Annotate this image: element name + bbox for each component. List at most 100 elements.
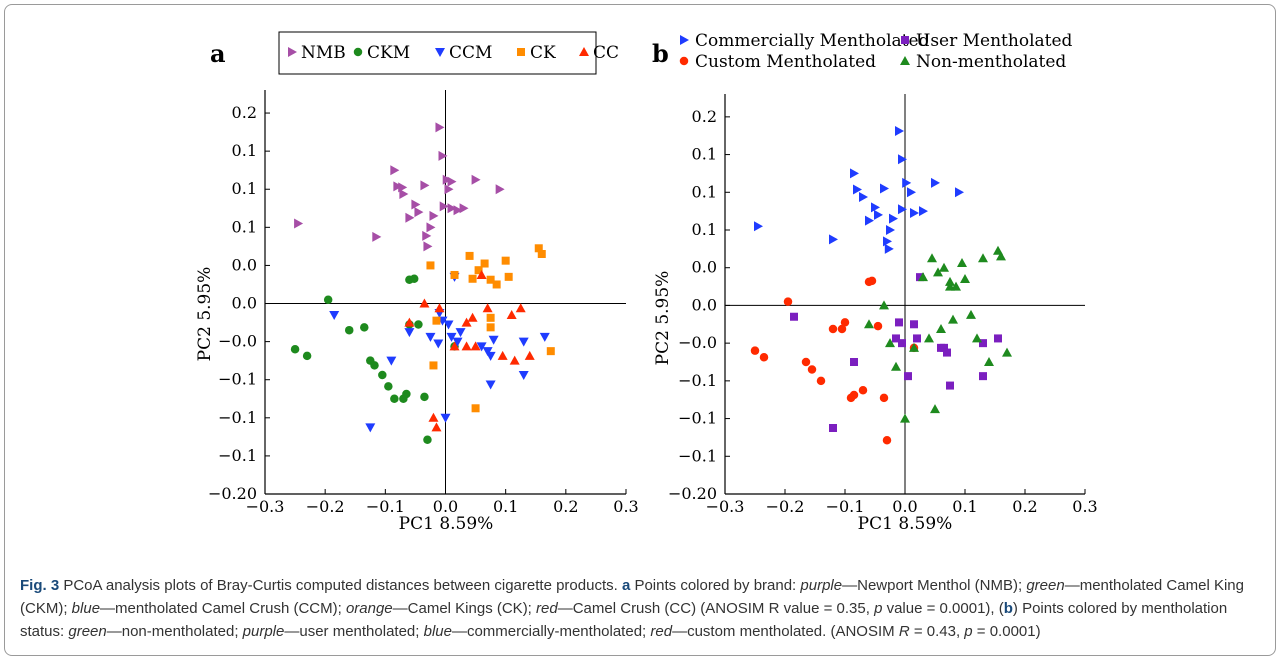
data-point xyxy=(435,122,445,133)
data-point xyxy=(495,184,505,195)
data-point xyxy=(886,225,895,235)
y-tick-label: 0.2 xyxy=(232,103,257,122)
data-point xyxy=(423,435,432,444)
data-point xyxy=(420,392,429,402)
data-point xyxy=(497,350,508,360)
data-point xyxy=(428,412,439,422)
legend-item: Non-mentholated xyxy=(900,52,1066,72)
data-point xyxy=(467,312,478,322)
legend-marker xyxy=(900,56,910,65)
data-point xyxy=(816,376,826,386)
legend-item: User Mentholated xyxy=(901,31,1073,51)
y-tick-label: 0.1 xyxy=(232,179,257,198)
data-point xyxy=(482,303,493,313)
data-point xyxy=(459,203,469,214)
data-point xyxy=(370,361,379,370)
data-point xyxy=(453,205,463,216)
caption-color-word: purple xyxy=(242,623,285,640)
y-tick-label: 0.1 xyxy=(692,182,717,201)
data-point xyxy=(506,309,517,319)
data-point xyxy=(984,357,994,366)
data-point xyxy=(404,328,415,338)
caption-text: = 0.43, xyxy=(909,623,965,640)
data-point xyxy=(933,267,943,277)
data-point xyxy=(918,272,928,282)
data-point xyxy=(365,423,376,433)
x-tick-label: −0.1 xyxy=(826,497,865,516)
data-point xyxy=(378,370,387,380)
y-tick-label: −0.1 xyxy=(218,370,257,389)
legend-marker xyxy=(435,48,445,57)
data-point xyxy=(488,335,499,345)
data-point xyxy=(422,230,432,241)
data-point xyxy=(754,221,763,232)
data-point xyxy=(518,337,529,347)
y-tick-label: 0.1 xyxy=(692,145,717,164)
x-tick-label: 0.3 xyxy=(613,497,638,516)
y-axis-label: PC2 5.95% xyxy=(195,267,215,362)
data-point xyxy=(485,380,496,390)
data-point xyxy=(904,372,912,381)
x-tick-label: −0.2 xyxy=(306,497,345,516)
data-point xyxy=(476,269,487,279)
data-point xyxy=(442,174,452,185)
series-ccm xyxy=(329,272,550,433)
panel-label: b xyxy=(652,39,669,68)
x-tick-label: 0.2 xyxy=(553,497,578,516)
data-point xyxy=(889,213,898,224)
data-point xyxy=(1002,347,1012,357)
series-ck xyxy=(426,244,555,413)
y-axis-label: PC2 5.95% xyxy=(653,271,673,366)
y-tick-label: −0.1 xyxy=(218,408,257,427)
y-tick-label: 0.2 xyxy=(692,107,717,126)
caption-panel-b-ref: b xyxy=(1003,600,1013,617)
data-point xyxy=(828,324,838,334)
y-tick-label: 0.1 xyxy=(232,217,257,236)
y-tick-label: 0.1 xyxy=(232,141,257,160)
legend-marker xyxy=(680,35,689,45)
data-point xyxy=(515,303,526,313)
legend-label: User Mentholated xyxy=(916,31,1073,51)
data-point xyxy=(858,386,868,395)
data-point xyxy=(898,154,907,165)
data-point xyxy=(432,316,441,325)
data-point xyxy=(874,209,883,220)
data-point xyxy=(840,318,850,327)
data-point xyxy=(972,333,982,343)
data-point xyxy=(384,382,393,391)
data-point xyxy=(414,207,424,218)
data-point xyxy=(518,370,529,380)
data-point xyxy=(537,250,546,258)
y-tick-label: −0.20 xyxy=(668,484,717,503)
data-point xyxy=(979,339,987,348)
data-point xyxy=(447,203,457,214)
data-point xyxy=(393,181,403,192)
data-point xyxy=(302,351,312,361)
data-point xyxy=(946,381,954,390)
data-point xyxy=(837,324,847,334)
data-point xyxy=(759,353,769,362)
caption-text: —Camel Kings (CK); xyxy=(392,600,537,617)
data-point xyxy=(323,295,333,304)
caption-color-word: blue xyxy=(71,600,101,617)
data-point xyxy=(504,272,513,281)
data-point xyxy=(930,404,940,414)
caption-text: Points colored by brand: xyxy=(630,577,801,594)
caption-text: PCoA analysis plots of Bray-Curtis compu… xyxy=(59,577,622,594)
chart-panel-a: −0.3 −0.2 −0.1 0.0 0.1 0.2 0.3 −0.20 −0.1 −0.1 −0.… xyxy=(195,31,639,534)
data-point xyxy=(372,231,382,242)
data-point xyxy=(892,334,900,343)
caption-color-word: red xyxy=(650,623,673,640)
data-point xyxy=(801,357,811,367)
series-user-mentholated xyxy=(790,273,1002,432)
legend-marker xyxy=(288,47,297,57)
figure-caption: Fig. 3 PCoA analysis plots of Bray-Curti… xyxy=(20,574,1260,643)
legend-label: CCM xyxy=(449,43,492,63)
legend-item: Commercially Mentholated xyxy=(680,31,930,51)
data-point xyxy=(936,324,946,333)
data-point xyxy=(465,251,474,260)
data-point xyxy=(879,393,889,403)
data-point xyxy=(402,389,411,399)
caption-text: —commercially-mentholated; xyxy=(451,623,651,640)
caption-italic-p: p xyxy=(874,600,883,617)
